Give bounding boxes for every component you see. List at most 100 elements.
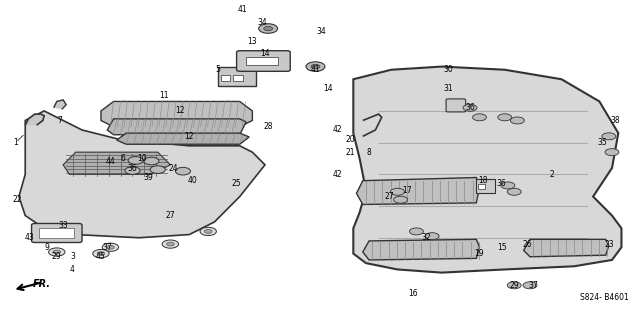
- Text: 23: 23: [604, 240, 614, 249]
- Text: 29: 29: [509, 281, 519, 290]
- Text: 14: 14: [260, 49, 270, 58]
- Text: 34: 34: [257, 18, 267, 27]
- Circle shape: [175, 167, 191, 175]
- Circle shape: [508, 188, 521, 195]
- Text: 41: 41: [310, 65, 320, 74]
- Circle shape: [394, 196, 408, 203]
- Text: 13: 13: [248, 37, 257, 46]
- Circle shape: [425, 233, 439, 240]
- Text: 43: 43: [25, 233, 35, 242]
- Text: 44: 44: [106, 157, 115, 166]
- Text: 29: 29: [52, 252, 61, 261]
- PathPatch shape: [353, 67, 621, 273]
- Text: 22: 22: [12, 195, 22, 204]
- PathPatch shape: [19, 111, 265, 238]
- Circle shape: [306, 62, 325, 71]
- Circle shape: [501, 182, 515, 189]
- Circle shape: [102, 243, 118, 251]
- Text: 20: 20: [346, 135, 355, 144]
- Text: 35: 35: [598, 138, 607, 147]
- Circle shape: [53, 250, 61, 254]
- Circle shape: [410, 228, 423, 235]
- Text: 1: 1: [13, 138, 18, 147]
- Text: 28: 28: [264, 122, 273, 131]
- Text: 40: 40: [188, 176, 197, 185]
- Text: 30: 30: [443, 65, 453, 74]
- Circle shape: [107, 245, 114, 249]
- Text: 26: 26: [522, 240, 532, 249]
- Bar: [246, 57, 278, 65]
- Text: 12: 12: [175, 107, 184, 115]
- Text: FR.: FR.: [33, 279, 51, 289]
- Bar: [478, 184, 484, 189]
- Circle shape: [162, 240, 179, 248]
- FancyBboxPatch shape: [31, 223, 82, 243]
- PathPatch shape: [54, 100, 67, 109]
- Text: 5: 5: [215, 65, 220, 74]
- Circle shape: [602, 133, 616, 140]
- Circle shape: [128, 157, 143, 164]
- Text: 42: 42: [333, 170, 342, 179]
- Circle shape: [166, 242, 174, 246]
- Bar: [39, 228, 74, 238]
- Circle shape: [508, 282, 521, 289]
- Circle shape: [93, 249, 109, 258]
- Text: 25: 25: [232, 179, 241, 188]
- Circle shape: [259, 24, 278, 33]
- Text: 39: 39: [143, 173, 153, 182]
- Circle shape: [523, 282, 537, 289]
- PathPatch shape: [101, 101, 252, 127]
- Circle shape: [144, 157, 159, 165]
- PathPatch shape: [63, 152, 170, 174]
- Text: 38: 38: [611, 116, 620, 125]
- Text: 3: 3: [70, 252, 75, 261]
- Circle shape: [200, 227, 216, 236]
- Bar: [476, 179, 495, 193]
- Text: 36: 36: [497, 179, 506, 188]
- Circle shape: [463, 104, 477, 111]
- Text: 42: 42: [333, 126, 342, 134]
- Circle shape: [264, 26, 273, 31]
- Text: 10: 10: [137, 154, 147, 163]
- Text: 19: 19: [475, 249, 484, 258]
- PathPatch shape: [25, 114, 44, 125]
- Circle shape: [390, 188, 404, 195]
- Text: 36: 36: [465, 103, 475, 112]
- Circle shape: [125, 167, 140, 174]
- Circle shape: [97, 252, 105, 256]
- Text: 37: 37: [528, 281, 538, 290]
- Text: S824- B4601: S824- B4601: [580, 293, 629, 301]
- Text: 34: 34: [317, 27, 326, 36]
- Text: 2: 2: [550, 170, 554, 179]
- PathPatch shape: [356, 178, 479, 204]
- Text: 9: 9: [45, 243, 50, 252]
- Text: 21: 21: [346, 148, 355, 157]
- Text: 7: 7: [58, 116, 62, 125]
- Text: 27: 27: [166, 211, 175, 220]
- PathPatch shape: [108, 119, 246, 135]
- Text: 11: 11: [159, 91, 169, 100]
- Circle shape: [472, 114, 486, 121]
- FancyBboxPatch shape: [237, 51, 290, 71]
- Text: 45: 45: [96, 252, 106, 261]
- Text: 14: 14: [323, 84, 333, 93]
- Circle shape: [511, 117, 524, 124]
- Text: 36: 36: [127, 164, 138, 172]
- Text: 24: 24: [169, 164, 179, 172]
- Circle shape: [204, 230, 212, 233]
- Circle shape: [311, 64, 320, 69]
- Bar: [221, 75, 230, 81]
- PathPatch shape: [524, 239, 609, 257]
- Text: 8: 8: [367, 148, 371, 157]
- Text: 37: 37: [102, 243, 112, 252]
- Circle shape: [605, 149, 619, 156]
- Text: 4: 4: [70, 265, 75, 274]
- Circle shape: [49, 248, 65, 256]
- Circle shape: [498, 114, 512, 121]
- Text: 15: 15: [497, 243, 506, 252]
- Text: 17: 17: [402, 186, 412, 195]
- FancyBboxPatch shape: [446, 99, 466, 112]
- Text: 33: 33: [58, 221, 68, 230]
- Text: 41: 41: [238, 5, 248, 14]
- PathPatch shape: [116, 133, 249, 144]
